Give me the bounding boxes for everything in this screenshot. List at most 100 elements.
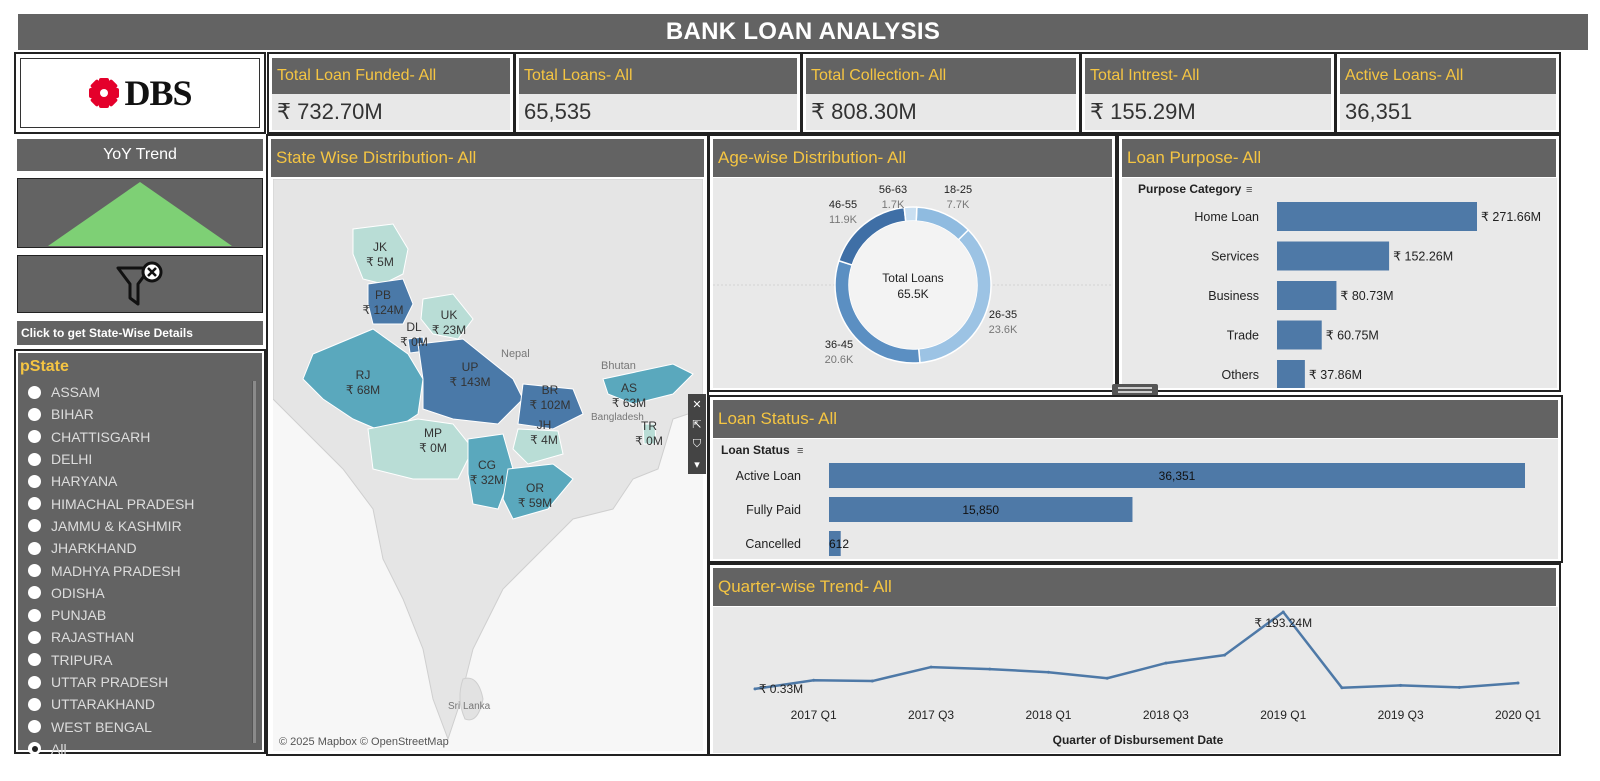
state-radio-option[interactable]: JHARKHAND: [18, 537, 250, 559]
quarter-trend-point[interactable]: [929, 665, 933, 669]
state-radio-option[interactable]: WEST BENGAL: [18, 715, 250, 737]
state-radio-option[interactable]: ASSAM: [18, 381, 250, 403]
quarter-trend-point[interactable]: [1340, 686, 1344, 690]
radio-button[interactable]: [28, 630, 41, 644]
quarter-trend-point[interactable]: [1457, 685, 1461, 689]
quarter-trend-point[interactable]: [988, 667, 992, 671]
radio-button[interactable]: [28, 541, 41, 555]
radio-button[interactable]: [28, 497, 41, 511]
age-donut-chart[interactable]: 18-25 7.7K 26-35 23.6K 36-45 20.6K 46-55 11.9K 5…: [713, 178, 1113, 388]
quarter-trend-line-chart[interactable]: ₹ 193.24M ₹ 0.33M 2017 Q1 2017 Q3 2018 Q1 201…: [713, 607, 1558, 753]
status-bar[interactable]: [829, 463, 1525, 488]
quarter-trend-point[interactable]: [1281, 610, 1285, 614]
logo-text: DBS: [124, 73, 192, 113]
radio-button[interactable]: [28, 586, 41, 600]
radio-button[interactable]: [28, 407, 41, 421]
state-radio-label: JHARKHAND: [51, 540, 137, 557]
age-distribution-frame: Age-wise Distribution- All 18-25 7.7K 26-3…: [708, 134, 1117, 392]
state-radio-option[interactable]: HIMACHAL PRADESH: [18, 492, 250, 514]
resize-handle[interactable]: [1112, 384, 1158, 396]
map-state-value: ₹ 124M: [363, 303, 404, 317]
yoy-trend-sparkline[interactable]: [17, 178, 263, 248]
status-bar-label: Cancelled: [745, 537, 801, 551]
state-radio-option[interactable]: MADHYA PRADESH: [18, 559, 250, 581]
radio-button[interactable]: [28, 519, 41, 533]
purpose-bar[interactable]: [1277, 202, 1477, 231]
state-radio-option[interactable]: TRIPURA: [18, 649, 250, 671]
purpose-bar[interactable]: [1277, 281, 1337, 310]
map-state-code: OR: [526, 481, 544, 495]
state-radio-option[interactable]: RAJASTHAN: [18, 626, 250, 648]
state-radio-label: ASSAM: [51, 384, 101, 401]
status-bar[interactable]: [829, 531, 841, 556]
state-radio-option[interactable]: UTTAR PRADESH: [18, 671, 250, 693]
radio-button[interactable]: [28, 653, 41, 667]
donut-segment-label: 26-35: [989, 309, 1017, 321]
quarter-tick-label: 2019 Q1: [1260, 708, 1306, 722]
state-radio-option[interactable]: UTTARAKHAND: [18, 693, 250, 715]
state-region-cg[interactable]: [467, 433, 514, 510]
radio-button[interactable]: [28, 675, 41, 689]
state-region-pb[interactable]: [367, 278, 414, 325]
quarter-trend-point[interactable]: [1223, 653, 1227, 657]
quarter-trend-point[interactable]: [1399, 683, 1403, 687]
close-icon[interactable]: ✕: [692, 398, 702, 411]
india-state-map[interactable]: Nepal Bhutan Bangladesh Sri Lanka JK₹ 5M…: [273, 179, 703, 751]
radio-button[interactable]: [28, 564, 41, 578]
radio-button[interactable]: [28, 452, 41, 466]
state-region-br[interactable]: [517, 383, 584, 430]
open-external-icon[interactable]: ⇱: [692, 418, 702, 431]
state-radio-option[interactable]: PUNJAB: [18, 604, 250, 626]
radio-button[interactable]: [28, 720, 41, 734]
radio-button[interactable]: [28, 474, 41, 488]
sort-icon[interactable]: ≡: [1246, 184, 1252, 196]
state-region-or[interactable]: [502, 463, 574, 520]
status-bar[interactable]: [829, 497, 1133, 522]
quarter-trend-point[interactable]: [1516, 681, 1520, 685]
sort-icon[interactable]: ≡: [797, 445, 803, 457]
donut-segment[interactable]: [903, 206, 918, 223]
radio-button[interactable]: [28, 430, 41, 444]
state-details-label[interactable]: Click to get State-Wise Details: [17, 321, 263, 345]
quarter-trend-point[interactable]: [1164, 661, 1168, 665]
more-options-icon[interactable]: ▾: [694, 458, 700, 471]
purpose-bar[interactable]: [1277, 320, 1322, 350]
purpose-bar[interactable]: [1277, 241, 1390, 271]
state-region-as[interactable]: [602, 363, 694, 405]
map-state-value: ₹ 0M: [400, 335, 428, 349]
state-region-up[interactable]: [417, 338, 524, 425]
state-radio-option[interactable]: All: [18, 738, 250, 760]
state-radio-option[interactable]: BIHAR: [18, 403, 250, 425]
state-region-tr[interactable]: [642, 423, 657, 445]
status-column-header: Loan Status: [721, 443, 790, 457]
state-radio-option[interactable]: ODISHA: [18, 582, 250, 604]
quarter-trend-point[interactable]: [870, 679, 874, 683]
loan-status-bar-chart[interactable]: Loan Status ≡ Active Loan 36,351 Fully Pai…: [713, 439, 1558, 559]
state-region-mp[interactable]: [367, 418, 474, 480]
radio-button[interactable]: [28, 608, 41, 622]
map-state-value: ₹ 68M: [346, 383, 380, 397]
loan-purpose-bar-chart[interactable]: Purpose Category ≡ Home Loan ₹ 271.66M Ser…: [1122, 178, 1557, 388]
purpose-bar-label: Services: [1211, 250, 1259, 264]
state-region-jk[interactable]: [352, 223, 409, 285]
quarter-trend-line[interactable]: [754, 610, 1519, 691]
state-radio-option[interactable]: DELHI: [18, 448, 250, 470]
yoy-trend-label[interactable]: YoY Trend: [17, 139, 263, 171]
state-list-scrollbar[interactable]: [252, 381, 256, 743]
purpose-bar[interactable]: [1277, 360, 1305, 388]
quarter-trend-point[interactable]: [1105, 676, 1109, 680]
quarter-trend-point[interactable]: [753, 687, 757, 691]
state-radio-option[interactable]: JAMMU & KASHMIR: [18, 515, 250, 537]
filter-icon[interactable]: ⛉: [692, 437, 702, 450]
quarter-trend-point[interactable]: [812, 678, 816, 682]
radio-button[interactable]: [28, 697, 41, 711]
state-radio-option[interactable]: CHATTISGARH: [18, 426, 250, 448]
donut-segment-value: 23.6K: [989, 324, 1018, 336]
state-radio-option[interactable]: HARYANA: [18, 470, 250, 492]
quarter-trend-point[interactable]: [1046, 670, 1050, 674]
state-region-jh[interactable]: [512, 428, 564, 465]
state-region-uk[interactable]: [420, 293, 474, 340]
radio-button[interactable]: [28, 742, 41, 756]
radio-button[interactable]: [28, 385, 41, 399]
clear-filter-button[interactable]: [17, 255, 263, 313]
